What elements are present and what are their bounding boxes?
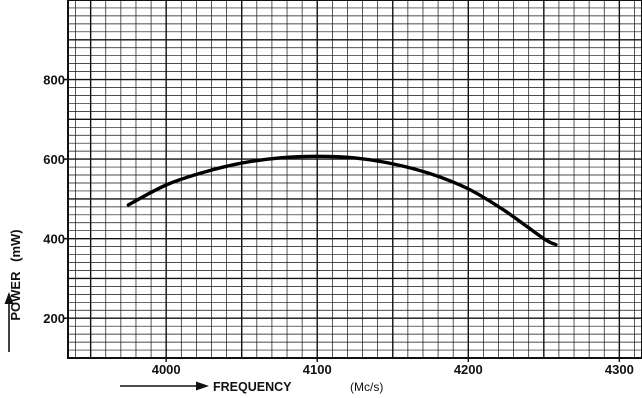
y-axis-arrow-head [4, 292, 14, 304]
y-axis-label-group: POWER (mW) [8, 229, 23, 320]
y-axis-label-text: POWER [8, 271, 23, 321]
plot-frame [67, 0, 642, 359]
curve-layer [126, 154, 558, 247]
x-axis-unit: (Mc/s) [350, 380, 383, 394]
x-axis-label: FREQUENCY [213, 380, 292, 394]
series-line-0 [126, 154, 558, 247]
y-tick-label: 800 [43, 73, 65, 88]
y-axis-unit: (mW) [8, 229, 23, 262]
y-tick-label: 600 [43, 152, 65, 167]
grid [63, 0, 642, 362]
x-tick-label: 4000 [152, 362, 181, 377]
tick-labels: 200 400 600 800 4000 4100 4200 4300 [43, 73, 634, 377]
y-tick-label: 200 [43, 311, 65, 326]
x-axis-arrow-head [196, 381, 209, 391]
x-tick-label: 4100 [303, 362, 332, 377]
y-axis-label: POWER (mW) [8, 229, 23, 320]
x-tick-label: 4300 [605, 362, 634, 377]
x-tick-label: 4200 [454, 362, 483, 377]
y-tick-label: 400 [43, 232, 65, 247]
